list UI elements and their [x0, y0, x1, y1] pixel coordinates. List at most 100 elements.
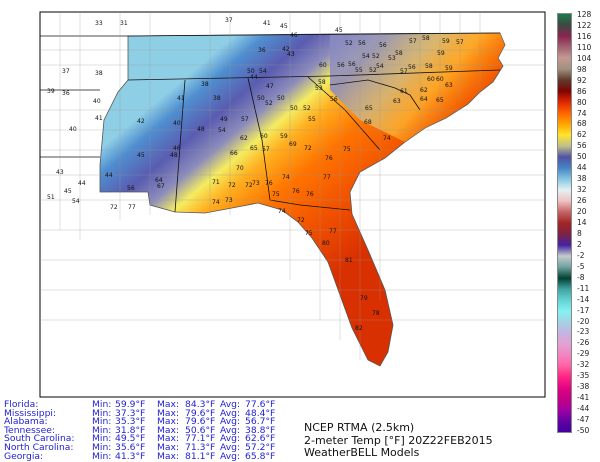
station-temperature: 62: [240, 135, 248, 142]
min-value: 31.8°F: [115, 424, 146, 436]
station-temperature: 59: [437, 50, 445, 57]
color-scale-label: 14: [577, 218, 587, 227]
state-name: Mississippi:: [4, 407, 57, 419]
map-caption: NCEP RTMA (2.5km) 2-meter Temp [°F] 20Z2…: [304, 421, 493, 460]
min-value: 35.6°F: [115, 441, 146, 453]
station-temperature: 41: [95, 115, 103, 122]
station-temperature: 39: [47, 88, 55, 95]
station-temperature: 57: [262, 146, 270, 153]
station-temperature: 45: [280, 23, 288, 30]
station-temperature: 65: [365, 105, 373, 112]
station-temperature: 55: [355, 67, 363, 74]
station-temperature: 50: [247, 68, 255, 75]
station-temperature: 72: [228, 182, 236, 189]
station-temperature: 77: [329, 228, 337, 235]
station-temperature: 60: [260, 133, 268, 140]
station-temperature: 53: [315, 85, 323, 92]
avg-value: 48.4°F: [245, 407, 276, 419]
min-label: Min:: [92, 433, 112, 445]
state-name: Georgia:: [4, 450, 44, 462]
station-temperature: 60: [319, 62, 327, 69]
color-scale-label: -14: [577, 294, 590, 304]
color-scale-label: -44: [577, 404, 590, 414]
station-temperature: 51: [47, 194, 55, 201]
station-temperature: 41: [177, 95, 185, 102]
color-scale-label: -29: [577, 349, 590, 359]
max-value: 71.3°F: [185, 441, 216, 453]
avg-label: Avg:: [220, 441, 241, 453]
station-temperature: 56: [408, 64, 416, 71]
caption-model: NCEP RTMA (2.5km): [304, 421, 415, 434]
station-temperature: 31: [120, 20, 128, 27]
station-temperature: 58: [425, 63, 433, 70]
min-value: 37.3°F: [115, 407, 146, 419]
color-scale-label: -20: [577, 316, 590, 326]
station-temperature: 33: [95, 20, 103, 27]
station-temperature: 81: [345, 257, 353, 264]
station-temperature: 63: [393, 98, 401, 105]
color-scale-label: 98: [577, 64, 587, 74]
avg-label: Avg:: [220, 416, 241, 428]
state-name: North Carolina:: [4, 441, 74, 453]
max-value: 79.6°F: [185, 407, 216, 419]
max-label: Max:: [157, 450, 180, 462]
color-scale-label: 104: [577, 53, 592, 63]
station-temperature: 57: [241, 116, 249, 123]
station-temperature: 46: [173, 145, 181, 152]
color-scale-label: -2: [577, 250, 585, 260]
station-temperature: 71: [212, 179, 220, 186]
station-temperature: 65: [436, 97, 444, 104]
land-colored-region: [99, 32, 506, 367]
avg-value: 38.8°F: [245, 424, 276, 436]
max-label: Max:: [157, 441, 180, 453]
avg-value: 65.8°F: [245, 450, 276, 462]
station-temperature: 79: [360, 295, 368, 302]
color-scale-label: 20: [577, 207, 587, 217]
station-temperature: 76: [265, 180, 273, 187]
station-temperature: 64: [420, 96, 428, 103]
max-value: 81.1°F: [185, 450, 216, 462]
station-temperature: 77: [128, 204, 136, 211]
color-scale-bar: [557, 13, 572, 433]
station-temperature: 36: [62, 90, 70, 97]
max-value: 50.6°F: [185, 424, 216, 436]
min-label: Min:: [92, 399, 112, 410]
station-temperature: 59: [280, 133, 288, 140]
state-name: Tennessee:: [4, 424, 55, 436]
color-scale-label: -41: [577, 393, 590, 403]
color-scale-label: -11: [577, 283, 590, 293]
station-temperature: 78: [372, 310, 380, 317]
station-temperature: 58: [318, 79, 326, 86]
station-temperature: 72: [304, 145, 312, 152]
min-label: Min:: [92, 407, 112, 419]
min-value: 59.9°F: [115, 399, 146, 410]
max-value: 79.6°F: [185, 416, 216, 428]
station-temperature: 45: [137, 152, 145, 159]
station-values: 37 38 39 36 40 41 40 43 44 45 51 54 72 77 33 31 37 41 45 41…: [47, 17, 464, 332]
avg-label: Avg:: [220, 450, 241, 462]
station-temperature: 76: [325, 155, 333, 162]
station-temperature: 43: [287, 51, 295, 58]
station-temperature: 49: [220, 116, 228, 123]
station-temperature: 55: [308, 116, 316, 123]
station-temperature: 44: [250, 74, 258, 81]
station-temperature: 75: [305, 230, 313, 237]
station-temperature: 67: [157, 183, 165, 190]
station-temperature: 52: [372, 53, 380, 60]
station-temperature: 75: [272, 191, 280, 198]
color-scale-label: 8: [577, 228, 582, 238]
station-temperature: 37: [225, 17, 233, 24]
station-temperature: 77: [323, 174, 331, 181]
color-scale-label: -47: [577, 415, 590, 425]
station-temperature: 72: [297, 217, 305, 224]
max-label: Max:: [157, 399, 180, 410]
caption-source: WeatherBELL Models: [304, 446, 420, 459]
avg-value: 77.6°F: [245, 399, 276, 410]
station-temperature: 56: [337, 62, 345, 69]
station-temperature: 70: [236, 165, 244, 172]
station-temperature: 56: [358, 40, 366, 47]
station-temperature: 58: [395, 50, 403, 57]
station-temperature: 41: [263, 20, 271, 27]
station-temperature: 69: [289, 141, 297, 148]
